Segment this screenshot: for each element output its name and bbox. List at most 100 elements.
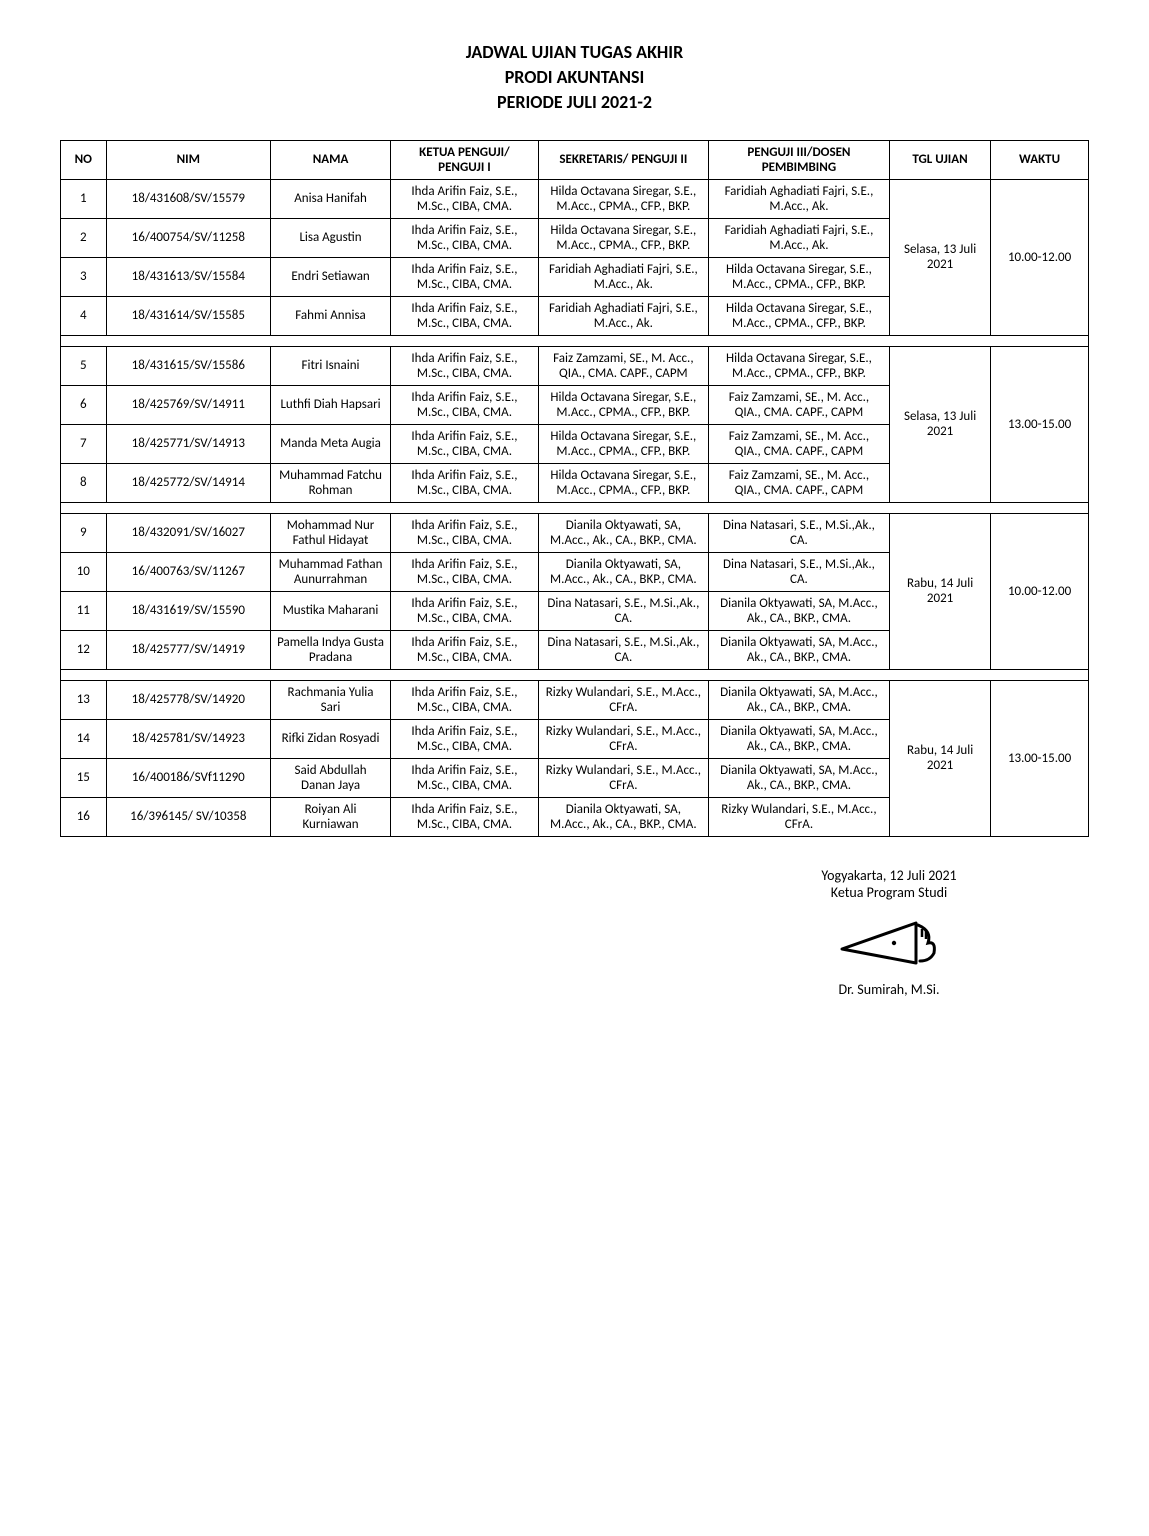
group-separator xyxy=(61,335,1089,346)
cell-sekretaris: Hilda Octavana Siregar, S.E., M.Acc., CP… xyxy=(538,218,708,257)
col-tgl: TGL UJIAN xyxy=(890,140,991,179)
cell-ketua: Ihda Arifin Faiz, S.E., M.Sc., CIBA, CMA… xyxy=(391,797,539,836)
cell-no: 3 xyxy=(61,257,107,296)
cell-tgl: Rabu, 14 Juli 2021 xyxy=(890,680,991,836)
cell-nim: 18/425777/SV/14919 xyxy=(106,630,270,669)
cell-no: 14 xyxy=(61,719,107,758)
cell-nama: Muhammad Fatchu Rohman xyxy=(271,463,391,502)
cell-nama: Said Abdullah Danan Jaya xyxy=(271,758,391,797)
cell-nim: 16/400186/SVf11290 xyxy=(106,758,270,797)
cell-penguji3: Dianila Oktyawati, SA, M.Acc., Ak., CA.,… xyxy=(708,719,889,758)
cell-no: 9 xyxy=(61,513,107,552)
title-line-1: JADWAL UJIAN TUGAS AKHIR xyxy=(60,40,1089,65)
cell-waktu: 13.00-15.00 xyxy=(991,346,1089,502)
cell-penguji3: Dina Natasari, S.E., M.Si.,Ak., CA. xyxy=(708,552,889,591)
cell-sekretaris: Hilda Octavana Siregar, S.E., M.Acc., CP… xyxy=(538,385,708,424)
cell-waktu: 13.00-15.00 xyxy=(991,680,1089,836)
cell-sekretaris: Faiz Zamzami, SE., M. Acc., QIA., CMA. C… xyxy=(538,346,708,385)
title-line-2: PRODI AKUNTANSI xyxy=(60,65,1089,90)
cell-nama: Muhammad Fathan Aunurrahman xyxy=(271,552,391,591)
cell-no: 10 xyxy=(61,552,107,591)
cell-nama: Anisa Hanifah xyxy=(271,179,391,218)
cell-no: 12 xyxy=(61,630,107,669)
cell-ketua: Ihda Arifin Faiz, S.E., M.Sc., CIBA, CMA… xyxy=(391,463,539,502)
col-no: NO xyxy=(61,140,107,179)
cell-ketua: Ihda Arifin Faiz, S.E., M.Sc., CIBA, CMA… xyxy=(391,257,539,296)
col-sekretaris: SEKRETARIS/ PENGUJI II xyxy=(538,140,708,179)
cell-nim: 18/425781/SV/14923 xyxy=(106,719,270,758)
signature-icon xyxy=(834,911,944,971)
cell-no: 1 xyxy=(61,179,107,218)
cell-tgl: Selasa, 13 Juli 2021 xyxy=(890,346,991,502)
cell-no: 11 xyxy=(61,591,107,630)
cell-no: 7 xyxy=(61,424,107,463)
cell-sekretaris: Faridiah Aghadiati Fajri, S.E., M.Acc., … xyxy=(538,296,708,335)
cell-nim: 18/425778/SV/14920 xyxy=(106,680,270,719)
cell-ketua: Ihda Arifin Faiz, S.E., M.Sc., CIBA, CMA… xyxy=(391,424,539,463)
cell-nim: 16/400754/SV/11258 xyxy=(106,218,270,257)
cell-ketua: Ihda Arifin Faiz, S.E., M.Sc., CIBA, CMA… xyxy=(391,296,539,335)
cell-nim: 18/431615/SV/15586 xyxy=(106,346,270,385)
cell-nama: Lisa Agustin xyxy=(271,218,391,257)
cell-penguji3: Dianila Oktyawati, SA, M.Acc., Ak., CA.,… xyxy=(708,630,889,669)
cell-no: 2 xyxy=(61,218,107,257)
cell-penguji3: Faridiah Aghadiati Fajri, S.E., M.Acc., … xyxy=(708,179,889,218)
cell-no: 13 xyxy=(61,680,107,719)
cell-no: 8 xyxy=(61,463,107,502)
cell-nim: 18/425769/SV/14911 xyxy=(106,385,270,424)
cell-ketua: Ihda Arifin Faiz, S.E., M.Sc., CIBA, CMA… xyxy=(391,179,539,218)
cell-sekretaris: Dianila Oktyawati, SA, M.Acc., Ak., CA.,… xyxy=(538,797,708,836)
group-separator xyxy=(61,669,1089,680)
table-row: 118/431608/SV/15579Anisa HanifahIhda Ari… xyxy=(61,179,1089,218)
cell-sekretaris: Rizky Wulandari, S.E., M.Acc., CFrA. xyxy=(538,680,708,719)
cell-nim: 18/431608/SV/15579 xyxy=(106,179,270,218)
cell-ketua: Ihda Arifin Faiz, S.E., M.Sc., CIBA, CMA… xyxy=(391,758,539,797)
footer-place-date: Yogyakarta, 12 Juli 2021 xyxy=(759,867,1019,884)
cell-sekretaris: Dina Natasari, S.E., M.Si.,Ak., CA. xyxy=(538,630,708,669)
cell-sekretaris: Dina Natasari, S.E., M.Si.,Ak., CA. xyxy=(538,591,708,630)
cell-nama: Endri Setiawan xyxy=(271,257,391,296)
title-line-3: PERIODE JULI 2021-2 xyxy=(60,90,1089,115)
cell-nama: Roiyan Ali Kurniawan xyxy=(271,797,391,836)
cell-sekretaris: Dianila Oktyawati, SA, M.Acc., Ak., CA.,… xyxy=(538,513,708,552)
table-row: 1318/425778/SV/14920Rachmania Yulia Sari… xyxy=(61,680,1089,719)
cell-nim: 18/431613/SV/15584 xyxy=(106,257,270,296)
cell-sekretaris: Rizky Wulandari, S.E., M.Acc., CFrA. xyxy=(538,758,708,797)
cell-sekretaris: Rizky Wulandari, S.E., M.Acc., CFrA. xyxy=(538,719,708,758)
table-header-row: NO NIM NAMA KETUA PENGUJI/ PENGUJI I SEK… xyxy=(61,140,1089,179)
cell-penguji3: Hilda Octavana Siregar, S.E., M.Acc., CP… xyxy=(708,257,889,296)
cell-sekretaris: Hilda Octavana Siregar, S.E., M.Acc., CP… xyxy=(538,179,708,218)
cell-waktu: 10.00-12.00 xyxy=(991,179,1089,335)
cell-nama: Fitri Isnaini xyxy=(271,346,391,385)
footer-role: Ketua Program Studi xyxy=(759,884,1019,901)
cell-nama: Rachmania Yulia Sari xyxy=(271,680,391,719)
cell-nim: 18/425772/SV/14914 xyxy=(106,463,270,502)
cell-no: 15 xyxy=(61,758,107,797)
cell-penguji3: Dianila Oktyawati, SA, M.Acc., Ak., CA.,… xyxy=(708,758,889,797)
cell-ketua: Ihda Arifin Faiz, S.E., M.Sc., CIBA, CMA… xyxy=(391,552,539,591)
cell-nim: 16/396145/ SV/10358 xyxy=(106,797,270,836)
cell-ketua: Ihda Arifin Faiz, S.E., M.Sc., CIBA, CMA… xyxy=(391,591,539,630)
group-separator xyxy=(61,502,1089,513)
cell-ketua: Ihda Arifin Faiz, S.E., M.Sc., CIBA, CMA… xyxy=(391,346,539,385)
cell-ketua: Ihda Arifin Faiz, S.E., M.Sc., CIBA, CMA… xyxy=(391,218,539,257)
cell-nim: 18/425771/SV/14913 xyxy=(106,424,270,463)
col-penguji3: PENGUJI III/DOSEN PEMBIMBING xyxy=(708,140,889,179)
cell-nim: 18/432091/SV/16027 xyxy=(106,513,270,552)
cell-nama: Pamella Indya Gusta Pradana xyxy=(271,630,391,669)
cell-no: 16 xyxy=(61,797,107,836)
cell-penguji3: Dianila Oktyawati, SA, M.Acc., Ak., CA.,… xyxy=(708,591,889,630)
footer-name: Dr. Sumirah, M.Si. xyxy=(759,981,1019,998)
cell-sekretaris: Hilda Octavana Siregar, S.E., M.Acc., CP… xyxy=(538,424,708,463)
cell-nama: Mohammad Nur Fathul Hidayat xyxy=(271,513,391,552)
table-row: 518/431615/SV/15586Fitri IsnainiIhda Ari… xyxy=(61,346,1089,385)
col-nama: NAMA xyxy=(271,140,391,179)
schedule-table: NO NIM NAMA KETUA PENGUJI/ PENGUJI I SEK… xyxy=(60,140,1089,837)
cell-penguji3: Faridiah Aghadiati Fajri, S.E., M.Acc., … xyxy=(708,218,889,257)
cell-sekretaris: Hilda Octavana Siregar, S.E., M.Acc., CP… xyxy=(538,463,708,502)
cell-ketua: Ihda Arifin Faiz, S.E., M.Sc., CIBA, CMA… xyxy=(391,680,539,719)
cell-penguji3: Hilda Octavana Siregar, S.E., M.Acc., CP… xyxy=(708,346,889,385)
cell-penguji3: Rizky Wulandari, S.E., M.Acc., CFrA. xyxy=(708,797,889,836)
cell-penguji3: Faiz Zamzami, SE., M. Acc., QIA., CMA. C… xyxy=(708,385,889,424)
cell-no: 5 xyxy=(61,346,107,385)
